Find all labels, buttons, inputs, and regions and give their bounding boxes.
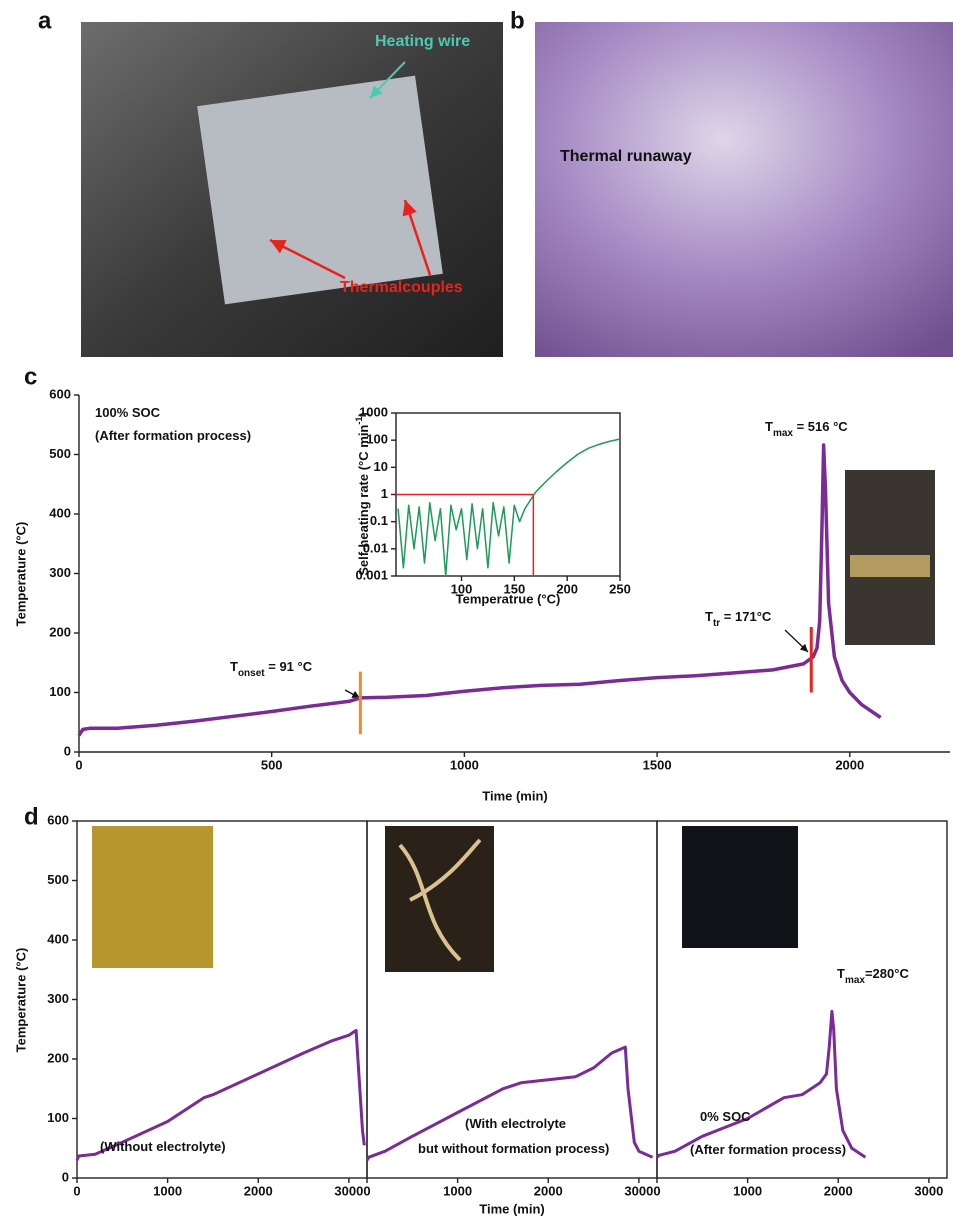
- annotation-part: = 516 °C: [793, 419, 848, 434]
- photo-label: Thermal runaway: [560, 148, 692, 165]
- annotation-part: =280°C: [865, 966, 909, 981]
- x-tick-label: 2000: [534, 1183, 563, 1198]
- x-tick-label: 2000: [824, 1183, 853, 1198]
- photo-label: Heating wire: [375, 33, 470, 50]
- y-tick-label: 300: [47, 991, 69, 1006]
- y-axis-label: Temperature (°C): [13, 522, 28, 627]
- x-tick-label: 1000: [443, 1183, 472, 1198]
- y-tick-label: 200: [49, 624, 71, 639]
- annotation-sub: tr: [713, 618, 720, 629]
- y-tick-label: 10: [374, 459, 388, 474]
- annotation-part: T: [765, 419, 773, 434]
- y-tick-label: 0: [64, 743, 71, 758]
- photo: [682, 826, 798, 948]
- x-axis-label: Temperatrue (°C): [456, 591, 561, 606]
- y-tick-label: 0: [62, 1169, 69, 1184]
- y-tick-label: 1: [381, 486, 388, 501]
- y-tick-label: 100: [47, 1110, 69, 1125]
- y-tick-label: 400: [47, 931, 69, 946]
- y-tick-label: 400: [49, 505, 71, 520]
- data-line: [657, 1011, 865, 1157]
- annotation: but without formation process): [418, 1141, 609, 1156]
- y-tick-label: 500: [47, 872, 69, 887]
- y-tick-label: 500: [49, 446, 71, 461]
- annotation-part: T: [705, 609, 713, 624]
- photo-b: [535, 22, 953, 357]
- annotation-part: T: [230, 659, 238, 674]
- annotation: Tmax = 516 °C: [765, 419, 848, 439]
- x-tick-label: 1500: [643, 757, 672, 772]
- photo-label: Thermalcouples: [340, 279, 463, 296]
- annotation: (With electrolyte: [465, 1116, 566, 1131]
- x-axis-label: Time (min): [482, 788, 548, 803]
- arrow: [785, 630, 808, 652]
- photo: [850, 555, 930, 577]
- x-axis-label: Time (min): [479, 1201, 545, 1216]
- annotation: (After formation process): [690, 1142, 846, 1157]
- annotation: 0% SOC: [700, 1109, 751, 1124]
- annotation-part: = 91 °C: [265, 659, 313, 674]
- annotation: Tmax=280°C: [837, 966, 909, 986]
- panel-label: b: [510, 7, 525, 34]
- annotation-sub: onset: [238, 668, 265, 679]
- annotation-part: (With electrolyte: [465, 1116, 566, 1131]
- annotation-part: 100% SOC: [95, 405, 161, 420]
- y-tick-label: 100: [49, 684, 71, 699]
- annotation-part: (Without electrolyte): [100, 1139, 226, 1154]
- y-axis-label-sup: -1: [354, 417, 364, 425]
- y-tick-label: 200: [47, 1050, 69, 1065]
- x-tick-label: 0: [363, 1183, 370, 1198]
- annotation-sub: max: [845, 975, 865, 986]
- x-tick-label: 2000: [244, 1183, 273, 1198]
- annotation-part: T: [837, 966, 845, 981]
- y-tick-label: 600: [49, 386, 71, 401]
- y-axis-label: Self-heating rate (°C min-1): [354, 412, 371, 575]
- annotation: (Without electrolyte): [100, 1139, 226, 1154]
- x-tick-label: 2000: [835, 757, 864, 772]
- panel-label: a: [38, 7, 52, 34]
- panel-label: d: [24, 803, 39, 830]
- annotation: 100% SOC: [95, 405, 161, 420]
- x-tick-label: 0: [653, 1183, 660, 1198]
- annotation-part: (After formation process): [95, 428, 251, 443]
- annotation-part: = 171°C: [720, 609, 772, 624]
- cell: [197, 76, 443, 305]
- y-tick-label: 300: [49, 565, 71, 580]
- x-tick-label: 250: [609, 581, 631, 596]
- annotation-part: 0% SOC: [700, 1109, 751, 1124]
- annotation: Ttr = 171°C: [705, 609, 772, 629]
- x-tick-label: 0: [75, 757, 82, 772]
- x-tick-label: 3000: [334, 1183, 363, 1198]
- x-tick-label: 500: [261, 757, 283, 772]
- annotation-sub: max: [773, 428, 793, 439]
- annotation-part: but without formation process): [418, 1141, 609, 1156]
- y-tick-label: 0.1: [370, 513, 388, 528]
- annotation: Tonset = 91 °C: [230, 659, 313, 679]
- y-tick-label: 600: [47, 812, 69, 827]
- x-tick-label: 3000: [624, 1183, 653, 1198]
- y-axis-label-part: ): [356, 412, 371, 416]
- x-tick-label: 1000: [153, 1183, 182, 1198]
- photo: [92, 826, 213, 968]
- annotation: (After formation process): [95, 428, 251, 443]
- y-axis-label: Temperature (°C): [13, 948, 28, 1053]
- x-tick-label: 1000: [450, 757, 479, 772]
- x-tick-label: 3000: [914, 1183, 943, 1198]
- figure: Heating wire Thermalcouples Thermal runa…: [0, 0, 953, 1220]
- panel-label: c: [24, 363, 37, 390]
- annotation-part: (After formation process): [690, 1142, 846, 1157]
- x-tick-label: 1000: [733, 1183, 762, 1198]
- y-axis-label-part: Self-heating rate (°C min: [356, 425, 371, 576]
- arrow: [345, 690, 360, 698]
- x-tick-label: 0: [73, 1183, 80, 1198]
